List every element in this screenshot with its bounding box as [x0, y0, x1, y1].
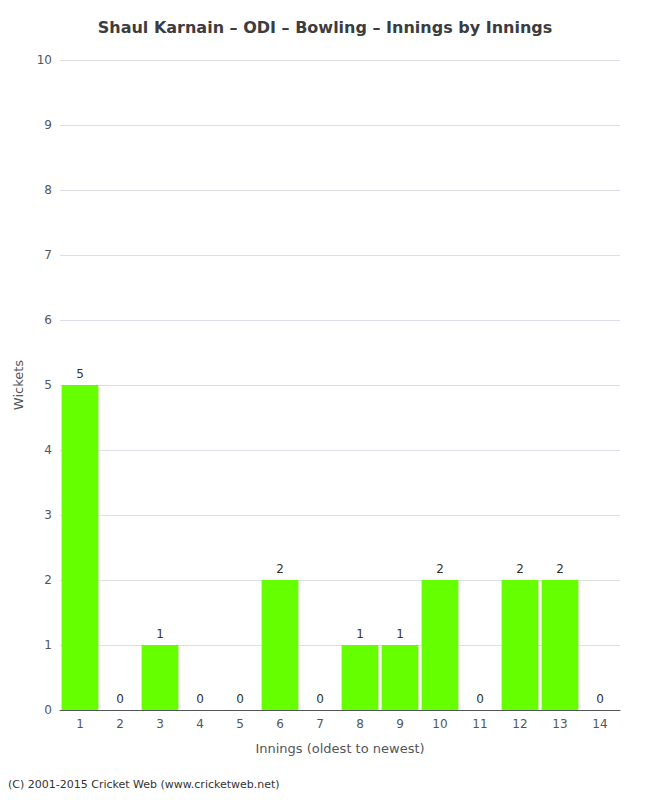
svg-text:1: 1 — [396, 627, 404, 641]
svg-text:4: 4 — [44, 443, 52, 457]
svg-text:Wickets: Wickets — [11, 360, 26, 410]
svg-text:7: 7 — [44, 248, 52, 262]
svg-text:5: 5 — [236, 717, 244, 731]
svg-text:8: 8 — [356, 717, 364, 731]
svg-text:13: 13 — [552, 717, 567, 731]
svg-text:1: 1 — [356, 627, 364, 641]
svg-text:0: 0 — [236, 692, 244, 706]
svg-text:12: 12 — [512, 717, 527, 731]
svg-text:9: 9 — [44, 118, 52, 132]
svg-text:(C) 2001-2015 Cricket Web (www: (C) 2001-2015 Cricket Web (www.cricketwe… — [8, 778, 280, 791]
svg-text:7: 7 — [316, 717, 324, 731]
svg-text:1: 1 — [76, 717, 84, 731]
svg-text:3: 3 — [156, 717, 164, 731]
svg-text:2: 2 — [436, 562, 444, 576]
svg-text:4: 4 — [196, 717, 204, 731]
svg-text:10: 10 — [432, 717, 447, 731]
svg-text:0: 0 — [196, 692, 204, 706]
svg-text:0: 0 — [116, 692, 124, 706]
svg-text:0: 0 — [596, 692, 604, 706]
svg-text:2: 2 — [556, 562, 564, 576]
svg-text:6: 6 — [276, 717, 284, 731]
svg-text:5: 5 — [44, 378, 52, 392]
svg-text:14: 14 — [592, 717, 607, 731]
svg-text:1: 1 — [156, 627, 164, 641]
svg-text:2: 2 — [516, 562, 524, 576]
svg-text:10: 10 — [37, 53, 52, 67]
svg-text:2: 2 — [116, 717, 124, 731]
svg-text:Innings (oldest to newest): Innings (oldest to newest) — [255, 741, 424, 756]
svg-text:0: 0 — [44, 703, 52, 717]
svg-text:0: 0 — [476, 692, 484, 706]
svg-text:2: 2 — [44, 573, 52, 587]
svg-text:11: 11 — [472, 717, 487, 731]
svg-text:2: 2 — [276, 562, 284, 576]
svg-text:5: 5 — [76, 367, 84, 381]
svg-text:9: 9 — [396, 717, 404, 731]
svg-text:1: 1 — [44, 638, 52, 652]
svg-text:6: 6 — [44, 313, 52, 327]
svg-text:8: 8 — [44, 183, 52, 197]
svg-text:Shaul Karnain – ODI – Bowling: Shaul Karnain – ODI – Bowling – Innings … — [98, 18, 553, 37]
svg-text:0: 0 — [316, 692, 324, 706]
svg-text:3: 3 — [44, 508, 52, 522]
